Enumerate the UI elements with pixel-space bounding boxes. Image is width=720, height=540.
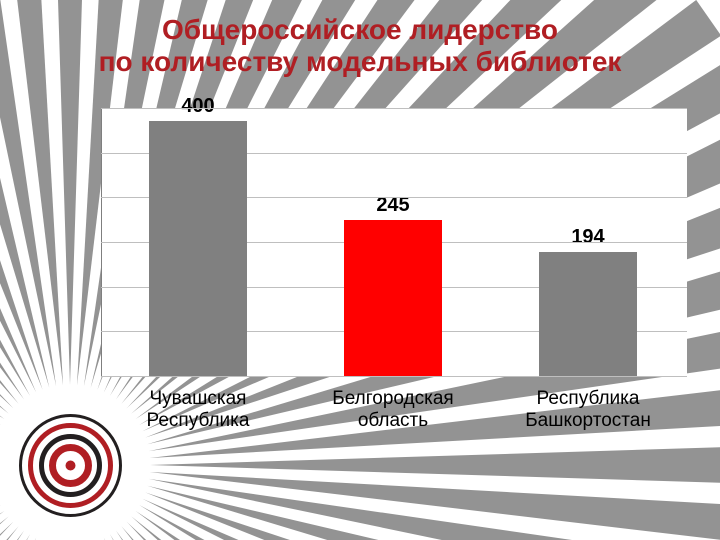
bar-category-label: Республика Башкортостан [499,388,677,432]
grid-line [101,376,687,377]
title-line-2: по количеству модельных библиотек [99,46,622,77]
bar-value-label: 400 [149,95,247,118]
bar [539,252,637,376]
chart-title: Общероссийское лидерство по количеству м… [0,14,720,78]
bar [344,220,442,376]
bar-category-label: Белгородская область [304,388,482,432]
bar-category-label: Чувашская Республика [109,388,287,432]
bar-value-label: 194 [539,226,637,249]
bar-chart: 400Чувашская Республика245Белгородская о… [101,108,687,446]
bar [149,121,247,376]
bullseye-icon [17,412,124,519]
slide: Общероссийское лидерство по количеству м… [0,0,720,540]
title-line-1: Общероссийское лидерство [162,14,558,45]
grid-line [101,108,687,109]
